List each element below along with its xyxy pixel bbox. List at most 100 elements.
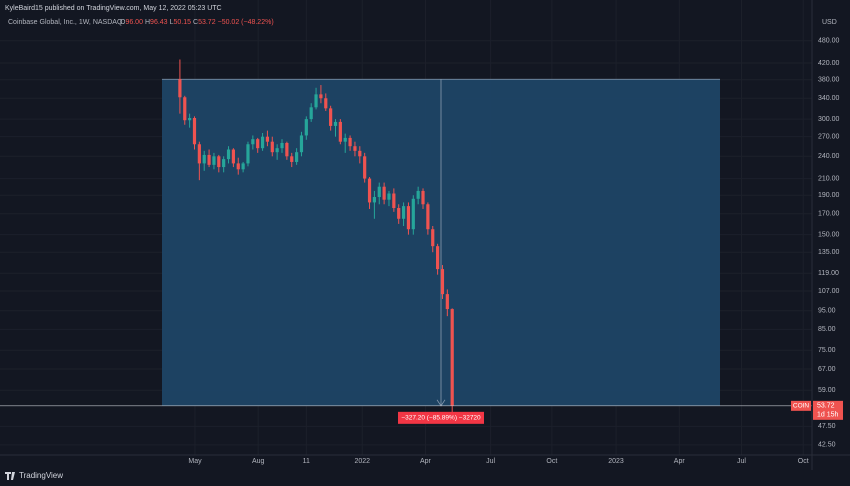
x-tick-label: Apr [420, 458, 432, 465]
candle-body [275, 148, 279, 153]
candle-body [299, 135, 304, 153]
candle-body [241, 163, 245, 170]
candle-body [280, 142, 284, 149]
legend-value: −50.02 (−48.22%) [218, 19, 274, 26]
candle-body [367, 178, 372, 203]
candle-body [450, 309, 454, 406]
candle-body [294, 152, 299, 162]
y-tick-label: 270.00 [818, 134, 840, 141]
candle-body [363, 156, 367, 179]
x-tick-label: 2023 [608, 458, 624, 465]
y-tick-label: 210.00 [818, 175, 840, 182]
candle-body [256, 139, 260, 149]
candle-body [445, 294, 449, 310]
candle-body [343, 137, 347, 142]
candle-body [338, 121, 342, 142]
candle-body [397, 208, 401, 219]
candle-body [183, 97, 187, 121]
symbol-tag [791, 400, 811, 411]
y-tick-label: 170.00 [818, 211, 840, 218]
plot-area [0, 59, 812, 418]
y-tick-label: 380.00 [818, 77, 840, 84]
legend-key: L [170, 19, 174, 26]
legend-value: 96.43 [150, 19, 168, 26]
candle-body [431, 229, 435, 247]
candle-body [401, 206, 406, 219]
candle-body [333, 121, 338, 126]
candle-body [285, 142, 289, 157]
candle-body [270, 141, 274, 153]
candle-body [382, 186, 386, 200]
last-price-label: 53.72 [817, 403, 835, 410]
candle-body [207, 154, 211, 165]
candle-body [265, 136, 270, 142]
countdown: 1d 15h [817, 412, 839, 419]
x-tick-label: Apr [674, 458, 686, 465]
candle-body [377, 186, 381, 198]
candle-body [222, 159, 226, 168]
candle-body [319, 94, 323, 99]
candle-body [426, 204, 430, 230]
y-tick-label: 340.00 [818, 95, 840, 102]
y-tick-label: 135.00 [818, 249, 840, 256]
chart-title: Coinbase Global, Inc., 1W, NASDAQ [8, 19, 123, 26]
brand-logo: TradingView [5, 471, 63, 480]
x-tick-label: 2022 [354, 458, 370, 465]
candle-body [411, 198, 415, 230]
candle-body [387, 193, 391, 200]
brand: TradingView [19, 471, 63, 480]
candle-body [251, 139, 255, 145]
candle-body [314, 94, 318, 108]
y-tick-label: 95.00 [818, 308, 836, 315]
y-tick-label: 59.00 [818, 387, 836, 394]
legend-value: 96.00 [125, 19, 143, 26]
legend-key: C [193, 19, 198, 26]
candle-body [246, 144, 250, 164]
x-tick-label: Jul [737, 458, 746, 465]
y-tick-label: 75.00 [818, 347, 836, 354]
y-tick-label: 42.50 [818, 442, 836, 449]
y-tick-label: 300.00 [818, 116, 840, 123]
candle-body [406, 206, 411, 230]
logo-icon [5, 472, 15, 480]
legend-key: O [120, 19, 126, 26]
x-tick-label: Oct [546, 458, 557, 465]
candle-body [348, 137, 352, 147]
y-tick-label: 119.00 [818, 270, 839, 277]
price-tag [813, 400, 843, 420]
candle-body [392, 193, 396, 209]
candle-body [436, 246, 440, 270]
y-tick-label: 190.00 [818, 192, 840, 199]
candle-body [329, 108, 333, 126]
x-tick-label: 11 [303, 458, 310, 465]
candle-body [197, 144, 201, 164]
candle-body [358, 150, 362, 157]
measure-label: −327.20 (−85.89%) −32720 [401, 415, 481, 422]
candle-body [353, 146, 357, 151]
candle-body [440, 269, 445, 295]
candle-body [416, 190, 420, 199]
author-line: KyleBaird15 published on TradingView.com… [5, 5, 222, 12]
candle-body [192, 118, 197, 145]
y-tick-label: 420.00 [818, 60, 840, 67]
y-tick-label: 240.00 [818, 153, 840, 160]
x-tick-label: May [188, 458, 202, 465]
x-tick-label: Jul [486, 458, 495, 465]
y-tick-label: 150.00 [818, 232, 840, 239]
candle-body [421, 190, 425, 205]
legend-key: H [145, 19, 150, 26]
candle-body [324, 98, 328, 109]
candle-body [212, 156, 216, 165]
candle-body [217, 156, 221, 168]
candle-body [372, 197, 376, 203]
x-tick-label: Aug [252, 458, 265, 465]
candle-body [290, 156, 294, 162]
y-tick-label: 47.50 [818, 423, 836, 430]
candle-body [304, 119, 308, 136]
legend-value: 50.15 [173, 19, 191, 26]
candle-body [231, 149, 235, 164]
symbol-label: COIN [793, 403, 810, 410]
candle-body [260, 136, 265, 149]
candle-body [178, 79, 182, 98]
